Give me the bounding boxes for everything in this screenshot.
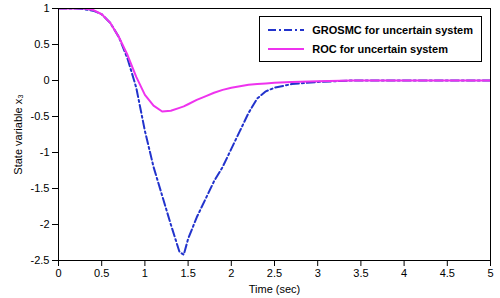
svg-text:5: 5 [487,267,493,279]
svg-text:-0.5: -0.5 [31,110,50,122]
svg-text:4: 4 [401,267,407,279]
html-text:GROSMC for uncertain system: GROSMC for uncertain system [312,23,473,36]
svg-text:-2: -2 [40,218,50,230]
svg-text:3: 3 [315,267,321,279]
svg-text:4.5: 4.5 [440,267,455,279]
svg-text:2.5: 2.5 [267,267,282,279]
svg-text:-1.5: -1.5 [31,182,50,194]
svg-text:-1: -1 [40,146,50,158]
svg-text:Time (sec): Time (sec) [249,283,301,295]
svg-text:0.5: 0.5 [94,267,109,279]
svg-text:-2.5: -2.5 [31,254,50,266]
svg-text:1.5: 1.5 [180,267,195,279]
svg-text:1: 1 [43,2,49,14]
svg-text:2: 2 [228,267,234,279]
svg-text:3.5: 3.5 [353,267,368,279]
svg-text:0.5: 0.5 [34,38,49,50]
svg-text:0: 0 [43,74,49,86]
svg-text:State variable x₃: State variable x₃ [12,94,24,174]
html-text:ROC for uncertain system: ROC for uncertain system [312,42,448,55]
svg-text:0: 0 [55,267,61,279]
svg-text:1: 1 [142,267,148,279]
